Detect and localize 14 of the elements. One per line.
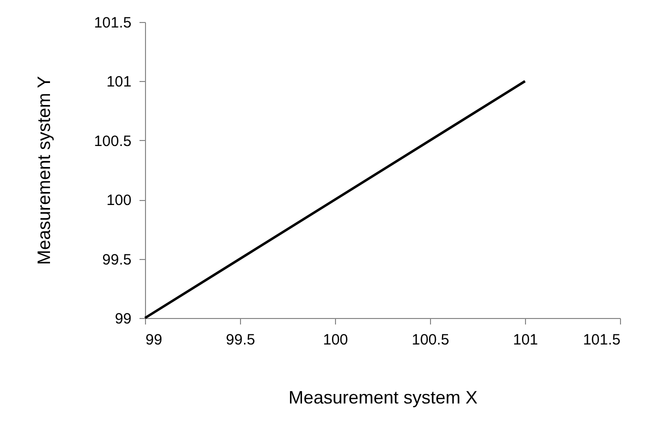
x-tick-label: 99.5 xyxy=(226,332,256,348)
y-tick-label: 99 xyxy=(114,310,132,328)
x-tick-label: 100 xyxy=(322,332,348,348)
x-tick-label: 99 xyxy=(146,332,162,348)
y-tick-label: 101 xyxy=(106,74,132,91)
y-axis-title: Measurement system Y xyxy=(34,76,54,265)
x-tick-label: 101 xyxy=(512,332,538,348)
x-tick-label: 100.5 xyxy=(412,332,450,348)
y-tick-label: 100 xyxy=(106,192,132,210)
x-axis-title: Measurement system X xyxy=(288,388,478,408)
y-tick-label: 101.5 xyxy=(94,14,132,32)
y-tick-label: 99.5 xyxy=(102,251,132,268)
x-tick-label: 101.5 xyxy=(582,332,620,348)
y-tick-label: 100.5 xyxy=(94,132,132,150)
